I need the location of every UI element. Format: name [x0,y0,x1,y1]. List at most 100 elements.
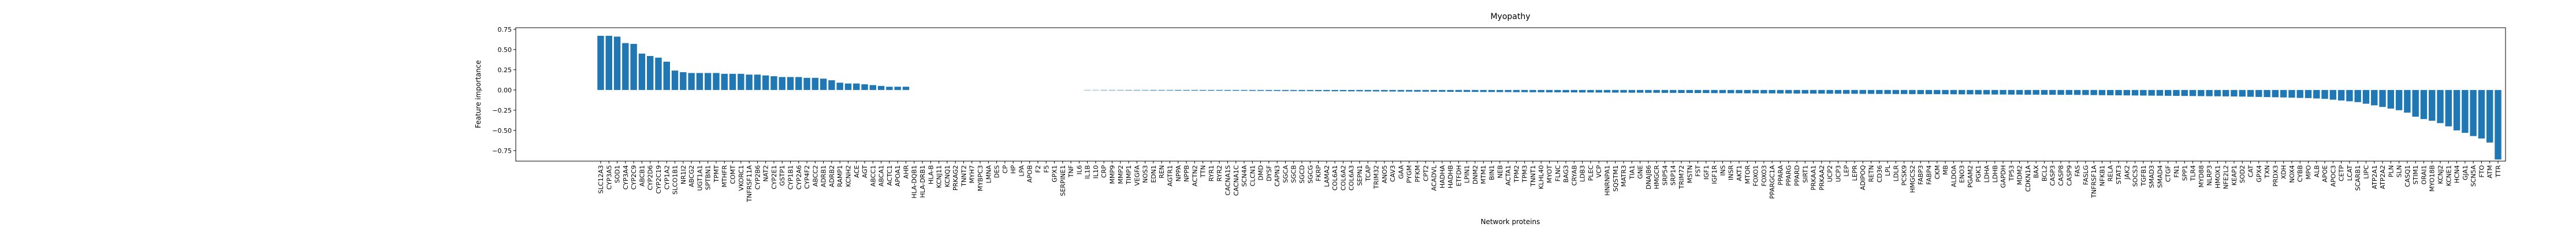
bar [853,83,860,90]
bar [1348,90,1355,92]
x-tick-label: KCNE1 [2445,165,2452,186]
bar [1199,90,1207,91]
x-tick-label: SCN4A [1241,165,1248,187]
bar [2395,90,2403,110]
bar [1760,90,1767,94]
x-tick-label: F5 [1043,165,1050,173]
bar [1603,90,1611,93]
x-tick-label: RYR2 [1216,165,1223,181]
x-tick-label: COL6A2 [1339,165,1347,191]
bar [1595,90,1602,93]
x-tick-label: LEP [1843,165,1851,177]
bar [1752,90,1759,94]
bar [902,87,910,90]
x-tick-label: ALDOA [1950,165,1957,188]
x-tick-label: FOXO1 [1752,165,1760,187]
x-tick-label: CD36 [1876,165,1883,182]
bar [1636,90,1644,93]
bar [1166,90,1174,91]
x-tick-label: DNM2 [1472,165,1479,184]
bar [1315,90,1322,91]
bar [1505,90,1512,92]
bar [638,53,646,90]
bar [2321,90,2328,99]
x-tick-label: HADHB [1447,165,1454,188]
x-tick-label: KCNJ11 [936,165,943,188]
x-tick-label: GJA1 [2462,165,2469,180]
x-tick-label: FLNC [1554,165,1562,182]
x-tick-label: NOX4 [2288,165,2296,183]
bar [2032,90,2039,95]
x-tick-label: FOXO3 [1760,165,1768,187]
bar [2445,90,2452,126]
x-tick-label: JAK2 [2123,165,2131,180]
x-tick-label: APOE [2321,165,2329,182]
bar [680,72,687,90]
bar [1447,90,1454,92]
x-tick-label: ATP2A2 [2379,165,2387,189]
x-tick-label: APOC3 [2329,165,2337,187]
x-tick-label: PLN [2387,165,2395,177]
x-tick-label: SGCB [1290,165,1298,183]
x-tick-label: CAPN3 [1274,165,1281,187]
x-tick-label: TTN [1200,165,1207,178]
x-tick-label: AGTR1 [1167,165,1174,187]
bar [754,74,761,90]
x-tick-label: PYGM [1406,165,1413,183]
x-tick-label: ABCB1 [638,165,646,187]
bar [828,80,835,90]
bar [1430,90,1438,92]
x-tick-label: UGT1A1 [696,165,703,191]
x-tick-label: IGF1 [1703,165,1710,180]
bar [622,43,629,90]
x-tick-label: COMT [729,165,737,184]
bar [721,73,728,90]
bar [2098,90,2106,95]
x-tick-label: VCP [1595,165,1603,178]
bar [1546,90,1553,92]
bar [1439,90,1446,92]
x-tick-label: CACNA1C [1233,165,1240,196]
x-tick-label: LPL [1884,165,1892,176]
x-tick-label: MYO18B [2429,165,2436,192]
x-tick-label: SRP14 [1670,165,1677,185]
x-tick-label: TRIM72 [1678,165,1685,189]
bar [1405,90,1413,92]
x-tick-label: REN [1158,165,1166,178]
bar [2082,90,2089,95]
x-tick-label: SPTBN1 [705,165,712,190]
x-tick-label: CYP2C9 [630,165,638,190]
x-tick-label: MATR3 [1620,165,1628,187]
x-tick-label: COL6A1 [1331,165,1339,191]
bar [1587,90,1594,93]
x-tick-label: COL6A3 [1348,165,1356,191]
x-tick-label: TCAP [1364,165,1372,182]
bar [2387,90,2395,109]
bar [1125,90,1132,91]
bar [1842,90,1850,94]
x-tick-label: ORAI1 [2420,165,2428,185]
bar [2371,90,2378,106]
bar [1950,90,1957,95]
x-tick-label: LAMA2 [1323,165,1331,187]
x-tick-label: ACTA1 [1505,165,1512,185]
bar [894,87,901,90]
x-tick-label: ACTN2 [1191,165,1198,187]
bar [1282,90,1289,91]
bar [2140,90,2147,96]
x-tick-label: HLA-DRB1 [919,165,926,198]
x-tick-label: HADHA [1439,165,1446,189]
x-tick-label: AGT [861,165,869,178]
x-tick-label: LDHA [1983,165,1990,183]
x-tick-label: NR1I2 [680,165,687,184]
x-tick-label: AKT1 [1736,165,1743,181]
bar [2346,90,2353,102]
x-tick-label: HMGCR [1653,165,1661,189]
bar [2164,90,2172,96]
bar [2231,90,2238,96]
bar [2123,90,2130,96]
bar [795,77,802,90]
bar [836,83,843,90]
bar [663,61,670,90]
bar [2462,90,2469,133]
